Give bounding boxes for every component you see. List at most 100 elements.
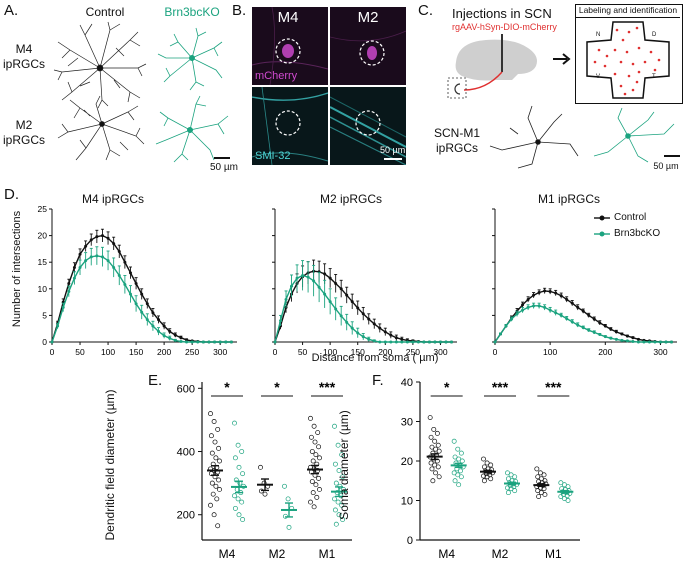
data-point: [95, 254, 99, 258]
y-tick-label: 400: [177, 447, 195, 459]
individual-point: [215, 523, 221, 529]
data-point: [570, 320, 574, 324]
panel-letter-c: C.: [418, 2, 433, 19]
micro-col-m4: M4: [277, 9, 299, 26]
data-point: [367, 317, 371, 321]
individual-point: [451, 438, 457, 444]
data-point: [72, 266, 76, 270]
ko-column-label: Brn3bcKO: [164, 5, 220, 19]
sholl-chart-m2: 0 50 100 150 200 250 300: [272, 208, 457, 355]
data-point: [554, 311, 558, 315]
data-point: [620, 332, 624, 336]
individual-point: [216, 477, 222, 483]
data-point: [128, 292, 132, 296]
data-point: [631, 336, 635, 340]
data-point: [224, 340, 228, 344]
mcherry-label: mCherry: [255, 70, 298, 82]
individual-point: [431, 426, 437, 432]
individual-point: [310, 458, 316, 464]
individual-point: [232, 420, 237, 426]
individual-point: [232, 455, 238, 461]
y-tick-label: 40: [401, 377, 413, 389]
individual-point: [212, 439, 218, 445]
data-point: [140, 310, 144, 314]
data-point: [614, 337, 618, 341]
individual-point: [235, 496, 241, 502]
data-point: [405, 340, 409, 344]
data-point: [145, 318, 149, 322]
data-point: [543, 289, 547, 293]
data-point: [50, 340, 54, 344]
mcherry-m4-texture: [252, 7, 328, 85]
data-point: [625, 339, 629, 343]
data-point: [537, 304, 541, 308]
individual-point: [484, 474, 490, 480]
individual-point: [459, 458, 465, 464]
data-point: [389, 340, 393, 344]
m4-ko-neuron: [157, 27, 223, 91]
data-point: [207, 340, 211, 344]
data-point: [301, 274, 305, 277]
category-label: M1: [545, 547, 562, 561]
individual-point: [236, 512, 242, 518]
data-point: [636, 337, 640, 341]
m2-ko-neuron: [155, 95, 229, 163]
individual-point: [333, 480, 339, 486]
individual-point: [208, 502, 213, 508]
individual-point: [481, 478, 487, 484]
individual-point: [436, 448, 442, 454]
data-point: [372, 322, 376, 326]
individual-point: [214, 496, 220, 502]
individual-point: [308, 415, 313, 421]
data-point: [587, 328, 591, 332]
individual-point: [317, 455, 322, 461]
sholl-ylabel: Number of intersections: [11, 210, 23, 328]
data-point: [334, 281, 338, 285]
y-tick-label: 600: [177, 383, 195, 395]
retina-box-title: Labeling and identification: [576, 5, 680, 18]
individual-point: [232, 493, 237, 499]
micrograph-m2-mcherry: [330, 7, 406, 85]
panel-letter-f: F.: [372, 372, 384, 389]
individual-point: [452, 478, 458, 484]
category-label: M4: [219, 547, 236, 561]
data-point: [306, 275, 310, 279]
data-point: [620, 338, 624, 342]
data-point: [345, 320, 349, 324]
significance-stars: ***: [492, 379, 509, 395]
data-point: [350, 300, 354, 304]
individual-point: [340, 517, 346, 522]
sholl-xlabel: Distance from soma ( µm): [311, 352, 439, 364]
individual-point: [315, 430, 321, 436]
legend-ko-icon: [594, 231, 610, 237]
data-point: [100, 234, 104, 238]
individual-point: [339, 502, 345, 508]
data-point: [576, 305, 580, 309]
data-point: [526, 297, 530, 301]
individual-point: [432, 438, 438, 444]
data-point: [570, 301, 574, 305]
sholl-title-m4: M4 ipRGCs: [82, 192, 145, 206]
individual-point: [561, 482, 567, 488]
significance-stars: *: [224, 379, 230, 395]
data-point: [112, 242, 116, 246]
individual-point: [433, 446, 439, 452]
individual-point: [210, 491, 216, 497]
injection-virus: rgAAV-hSyn-DIO-mCherry: [452, 22, 557, 32]
y-tick-label: 5: [42, 310, 47, 320]
dendritic-field-chart: 200 400 600 M4 * M2 * M1 ***: [177, 379, 352, 561]
data-point: [128, 271, 132, 275]
individual-point: [332, 423, 337, 429]
data-point: [543, 305, 547, 309]
data-point: [609, 327, 613, 331]
x-tick-label: 0: [493, 347, 498, 355]
x-tick-label: 300: [213, 347, 227, 355]
individual-point: [209, 450, 215, 456]
data-point: [95, 235, 99, 239]
category-label: M4: [438, 547, 455, 561]
data-point: [162, 334, 166, 338]
data-point: [515, 312, 519, 316]
data-point: [603, 335, 607, 339]
retina-box: [575, 4, 683, 104]
individual-point: [435, 464, 441, 470]
